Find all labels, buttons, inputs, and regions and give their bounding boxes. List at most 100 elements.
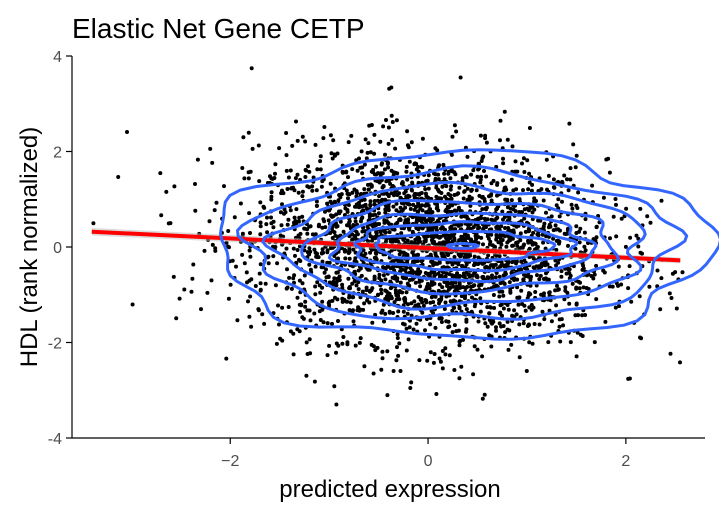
data-point [428,322,433,327]
data-point [554,203,559,208]
data-point [226,229,231,233]
data-point [503,226,507,230]
data-point [381,124,386,129]
data-point [222,184,226,189]
data-point [296,233,301,238]
data-point [337,278,342,283]
data-point [482,392,487,397]
data-point [347,285,352,289]
data-point [551,228,556,233]
data-point [306,164,310,169]
data-point [426,173,431,178]
data-point [486,253,491,258]
data-point [407,325,412,330]
data-point [264,222,269,227]
data-point [199,307,203,312]
data-point [347,256,352,261]
data-point [465,186,470,191]
data-point [540,309,545,314]
data-point [491,265,496,269]
data-point [520,245,525,250]
data-point [472,254,477,259]
data-point [297,302,302,307]
data-point [292,273,297,278]
data-point [568,166,573,171]
data-point [532,196,537,201]
data-point [613,197,618,201]
data-point [519,288,524,293]
data-point [502,264,507,269]
data-point [274,341,279,346]
data-point [440,252,445,257]
data-point [397,341,402,346]
data-point [340,341,345,346]
y-tick-label: 2 [53,145,62,162]
data-point [526,322,531,327]
data-point [445,253,450,257]
data-point [489,198,494,203]
data-point [527,305,532,310]
data-point [489,217,494,222]
data-point [398,205,403,210]
data-point [493,275,498,280]
data-point [490,243,495,248]
data-point [266,261,271,266]
data-point [432,281,437,286]
data-point [375,222,380,227]
data-point [405,253,410,258]
data-point [336,343,341,348]
data-point [317,222,321,227]
data-point [284,131,289,135]
data-point [320,247,325,252]
data-point [575,330,580,335]
data-point [567,267,572,272]
data-point [383,207,388,212]
data-point [557,324,562,329]
data-point [291,246,296,251]
data-point [403,297,408,302]
data-point [344,188,349,193]
data-point [574,153,579,158]
data-point [420,136,425,141]
data-point [495,181,500,186]
data-point [409,380,414,385]
data-point [544,157,549,162]
data-point [670,271,675,276]
data-point [189,289,194,294]
data-point [335,270,340,275]
data-point [356,305,361,310]
data-point [248,254,253,259]
data-point [366,187,371,192]
data-point [426,186,431,191]
data-point [607,170,612,175]
data-point [485,324,490,329]
data-point [361,208,366,213]
data-point [553,312,558,317]
data-point [547,222,552,227]
data-point [483,133,488,138]
data-point [407,227,412,232]
data-point [450,134,455,139]
data-point [486,265,491,270]
data-point [507,238,512,243]
data-point [423,187,428,192]
data-point [385,349,390,354]
data-point [540,232,545,237]
data-point [437,282,442,287]
data-point [226,296,231,301]
data-point [391,311,396,315]
data-point [607,284,612,289]
data-point [422,238,427,243]
data-point [394,208,399,213]
data-point [443,274,448,279]
data-point [526,238,530,243]
data-point [297,215,302,220]
data-point [360,165,365,170]
data-point [375,345,380,350]
data-point [421,303,426,308]
data-point [193,208,198,213]
data-point [380,356,385,361]
data-point [250,146,255,151]
data-point [425,358,430,363]
data-point [399,258,404,263]
